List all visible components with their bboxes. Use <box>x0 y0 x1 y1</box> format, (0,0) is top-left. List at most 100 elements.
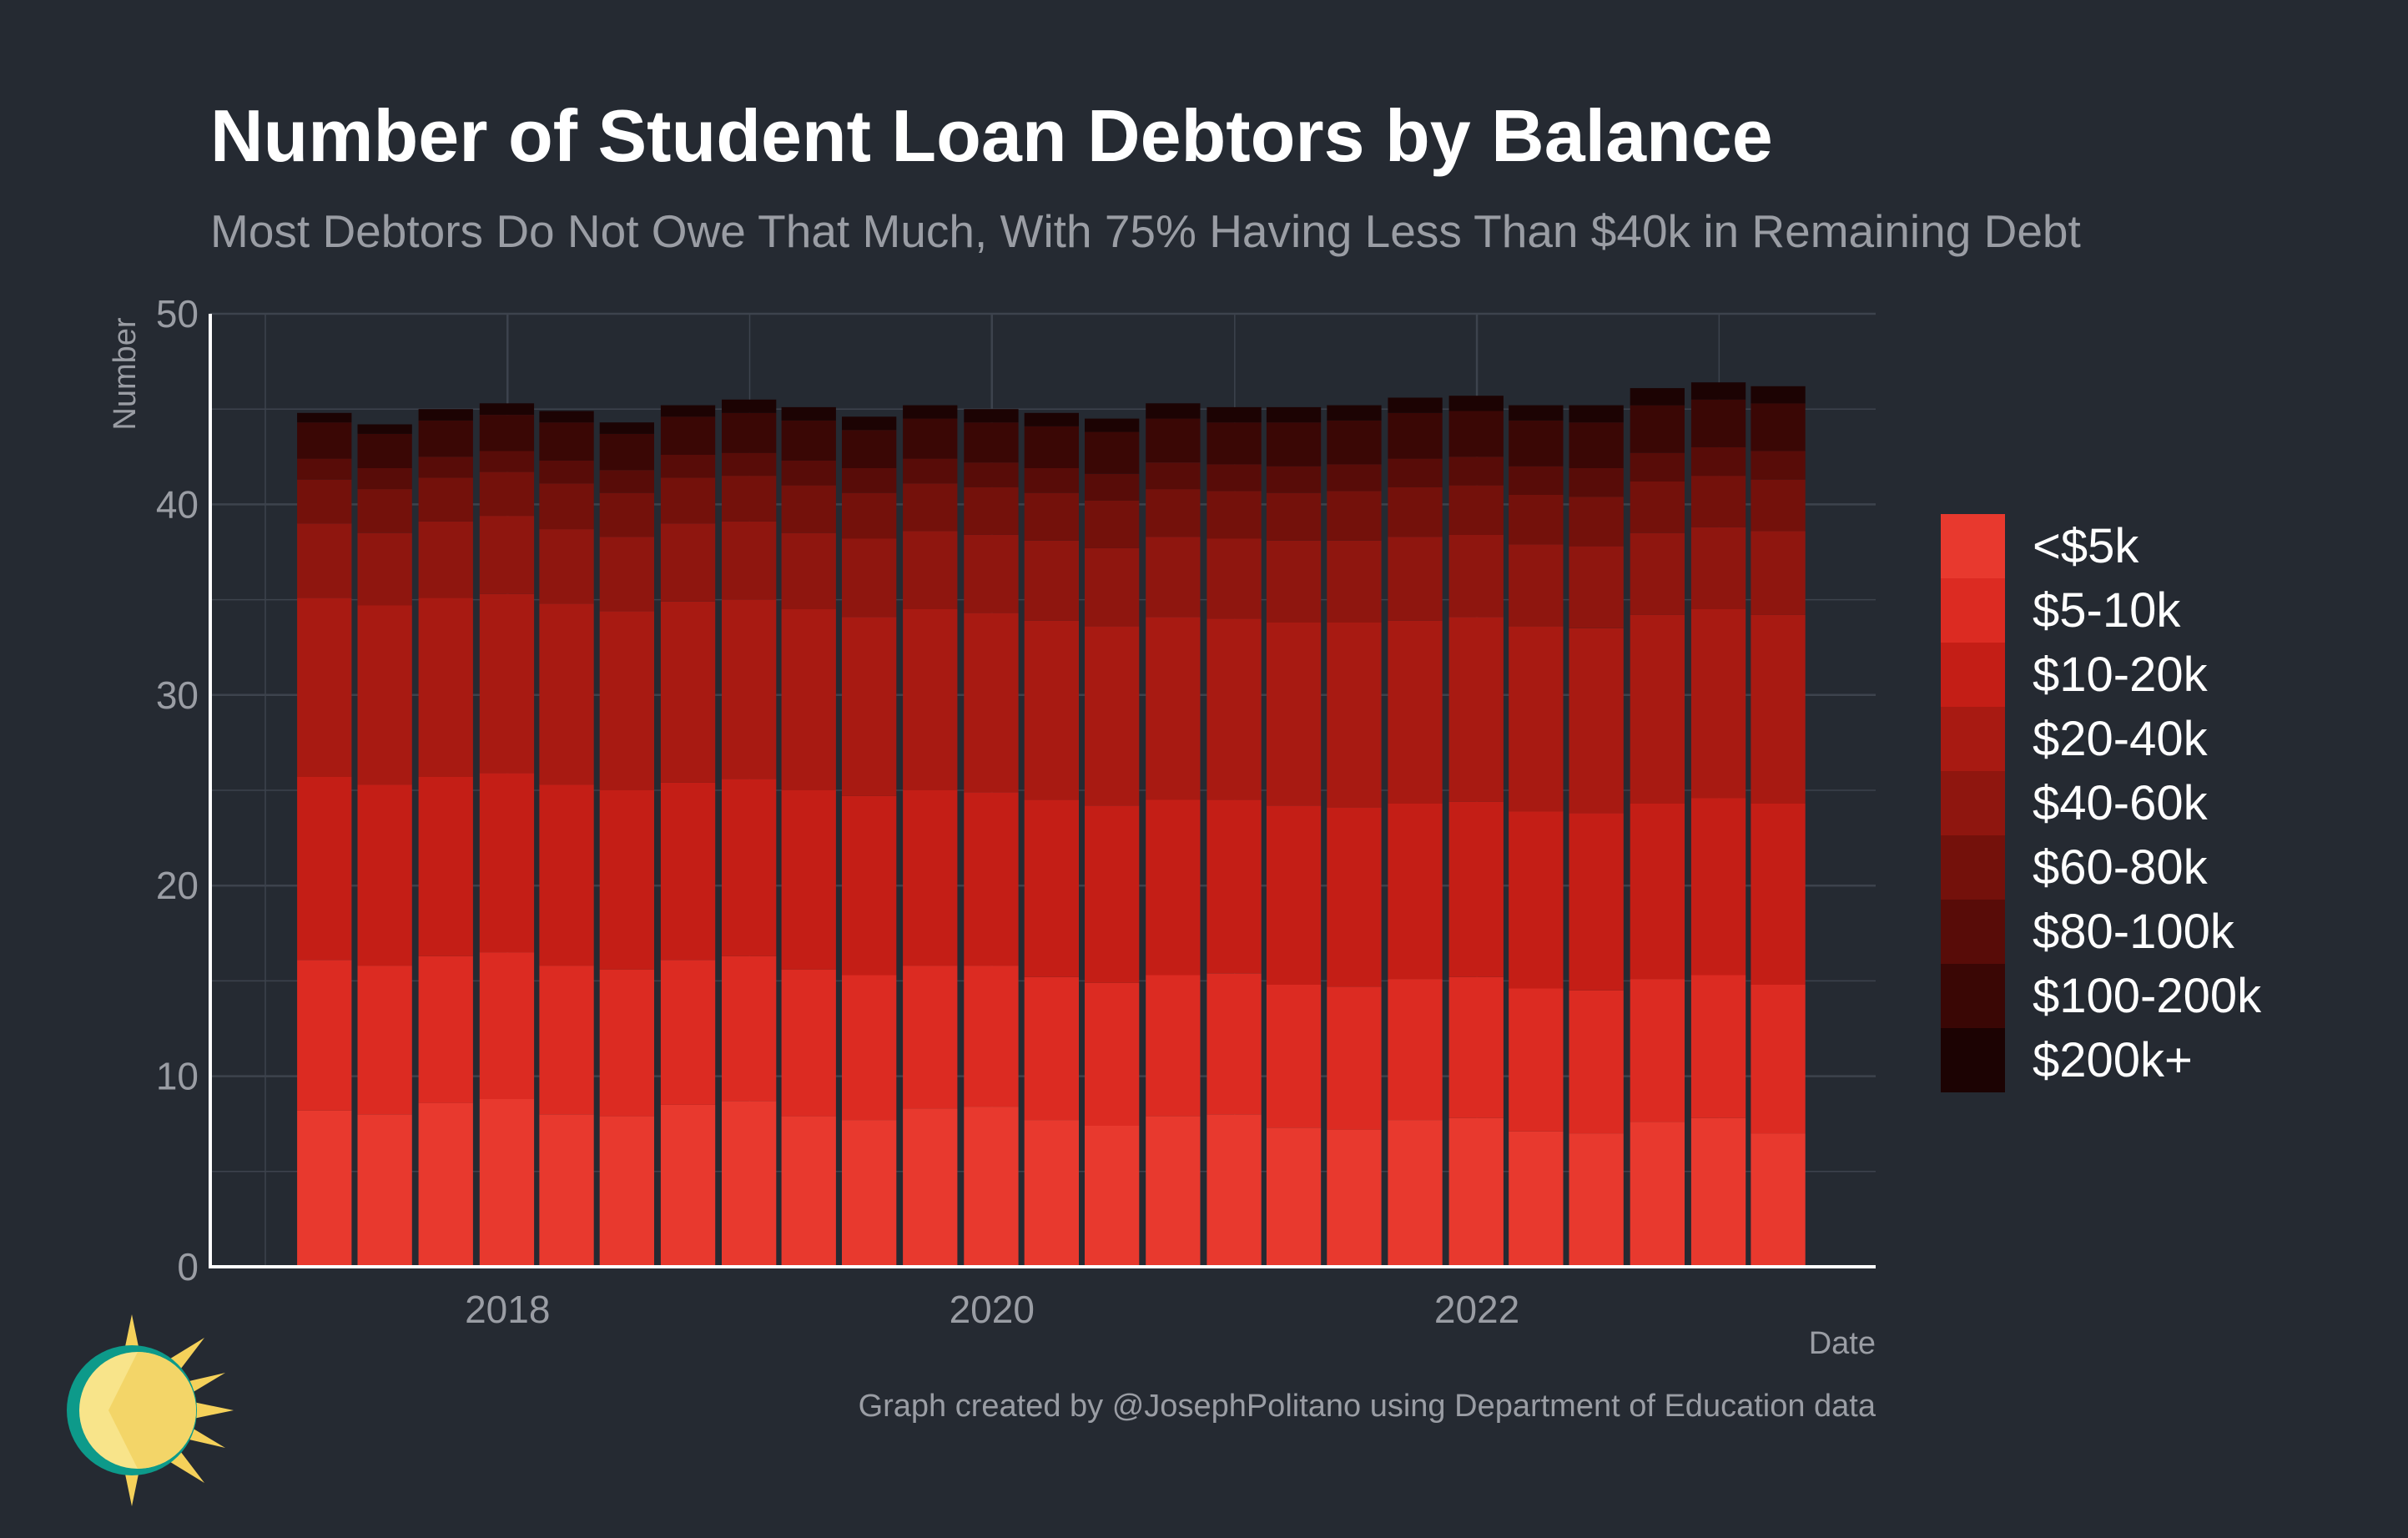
legend-label: <$5k <box>2033 519 2139 573</box>
bar-segment <box>1509 1131 1564 1267</box>
bar-segment <box>1024 540 1079 621</box>
bar-segment <box>781 420 836 461</box>
bar-segment <box>964 409 1019 423</box>
bar-segment <box>964 1107 1019 1267</box>
bar-segment <box>903 483 958 532</box>
bar-segment <box>1146 537 1201 618</box>
bar-segment <box>599 537 654 612</box>
bar-segment <box>1327 405 1382 421</box>
legend-swatch <box>1941 1028 2005 1092</box>
bar-segment <box>1690 1117 1746 1267</box>
bar-segment <box>1509 626 1564 812</box>
bar-segment <box>781 1116 836 1267</box>
bar-segment <box>357 433 412 468</box>
bar-segment <box>418 956 473 1103</box>
bar-segment <box>539 966 594 1115</box>
bar-segment <box>903 531 958 609</box>
bar-segment <box>1327 491 1382 541</box>
bar-segment <box>903 966 958 1109</box>
bar-segment <box>599 790 654 970</box>
bar-segment <box>1630 532 1685 615</box>
bar-segment <box>1690 382 1746 400</box>
bar-segment <box>1569 468 1624 497</box>
legend-item: $80-100k <box>1941 900 2261 964</box>
bar-segment <box>1085 547 1140 627</box>
bar-segment <box>357 424 412 434</box>
bar-segment <box>1569 813 1624 991</box>
bar-segment <box>1207 491 1262 539</box>
bar-segment <box>297 1110 352 1267</box>
bar-segment <box>418 477 473 522</box>
bar-segment <box>599 1116 654 1267</box>
bar-segment <box>1207 538 1262 619</box>
legend-label: $200k+ <box>2033 1033 2193 1087</box>
bar-segment <box>1448 976 1504 1118</box>
bar-segment <box>660 1104 716 1267</box>
x-tick-label: 2018 <box>465 1288 550 1331</box>
bar-segment <box>1751 614 1806 804</box>
bar-segment <box>1448 1117 1504 1267</box>
bar-segment <box>1630 405 1685 453</box>
bar-segment <box>1266 1127 1322 1267</box>
bar-segment <box>357 489 412 533</box>
bar-segment <box>1024 492 1079 541</box>
bar-segment <box>1569 422 1624 468</box>
bar-segment <box>781 790 836 970</box>
bar-segment <box>1207 799 1262 974</box>
legend-swatch <box>1941 514 2005 578</box>
bar-segment <box>1388 412 1443 459</box>
bar-segment <box>1569 546 1624 628</box>
bar-segment <box>1207 618 1262 800</box>
bar-segment <box>357 605 412 785</box>
bars <box>297 382 1806 1267</box>
bar-segment <box>660 601 716 783</box>
bar-segment <box>1630 979 1685 1122</box>
legend-swatch <box>1941 707 2005 771</box>
bar-segment <box>1085 431 1140 474</box>
bar-segment <box>1207 973 1262 1115</box>
bar-segment <box>1085 982 1140 1126</box>
legend-item: $60-80k <box>1941 835 2261 900</box>
bar-segment <box>964 792 1019 966</box>
y-tick-label: 10 <box>156 1055 199 1098</box>
bar-segment <box>599 422 654 434</box>
bar-segment <box>781 485 836 533</box>
bar-segment <box>1388 397 1443 413</box>
bar-segment <box>1569 628 1624 814</box>
bar-segment <box>599 470 654 493</box>
bar-segment <box>1569 405 1624 423</box>
bar-segment <box>539 411 594 423</box>
bar-segment <box>1690 527 1746 609</box>
bar-segment <box>842 795 897 976</box>
bar-segment <box>1388 979 1443 1121</box>
bar-segment <box>418 456 473 478</box>
legend-swatch <box>1941 643 2005 707</box>
bar-segment <box>1448 801 1504 977</box>
bar-segment <box>1751 531 1806 615</box>
bar-segment <box>418 409 473 421</box>
bar-segment <box>479 471 535 517</box>
bar-segment <box>479 1099 535 1267</box>
bar-segment <box>1751 1133 1806 1267</box>
bar-segment <box>660 523 716 602</box>
legend-label: $40-60k <box>2033 776 2208 830</box>
bar-segment <box>722 452 777 477</box>
bar-segment <box>660 455 716 478</box>
bar-segment <box>1146 403 1201 419</box>
legend-label: $60-80k <box>2033 840 2208 895</box>
bar-segment <box>297 777 352 961</box>
legend-swatch <box>1941 900 2005 964</box>
bar-segment <box>842 430 897 468</box>
bar-segment <box>1448 456 1504 486</box>
bar-segment <box>1146 617 1201 800</box>
y-tick-label: 20 <box>156 864 199 907</box>
bar-segment <box>964 613 1019 793</box>
bar-segment <box>1448 617 1504 802</box>
bar-segment <box>964 966 1019 1107</box>
bar-segment <box>1266 492 1322 541</box>
bar-segment <box>1448 396 1504 411</box>
bar-segment <box>1630 614 1685 804</box>
y-axis-label: Number <box>108 317 143 430</box>
bar-segment <box>1690 446 1746 477</box>
bar-segment <box>479 516 535 594</box>
